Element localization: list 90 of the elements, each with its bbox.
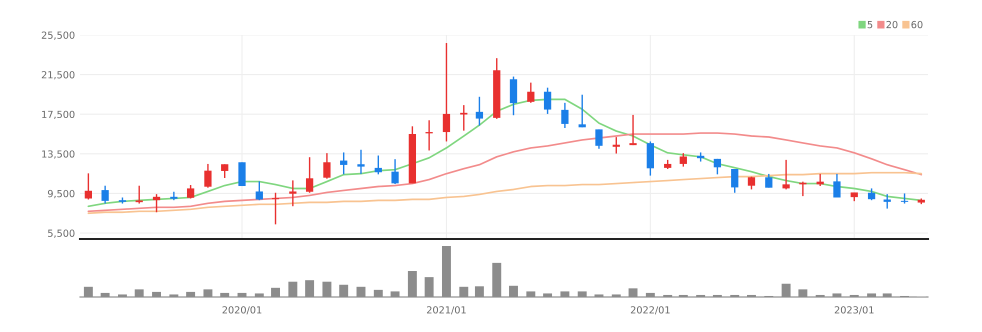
- candlestick: [782, 159, 790, 190]
- y-tick-label: 21,500: [42, 71, 74, 80]
- bar: [169, 294, 178, 297]
- candlestick: [527, 82, 534, 104]
- candlestick: [680, 152, 687, 168]
- bar: [459, 286, 468, 297]
- bar: [186, 292, 196, 297]
- legend-label: 60: [911, 20, 922, 28]
- candlestick: [186, 184, 194, 200]
- legend-label: 5: [868, 21, 872, 28]
- candlestick: [306, 156, 314, 194]
- x-tick-label: 2022/01: [630, 306, 670, 314]
- y-tick-label: 25,500: [42, 31, 74, 40]
- candlestick: [629, 114, 637, 146]
- x-tick-label: 2021/01: [426, 306, 466, 314]
- bar: [238, 292, 246, 297]
- bar: [578, 291, 587, 297]
- bar: [474, 286, 484, 297]
- candlestick: [426, 120, 433, 152]
- candlestick: [289, 180, 296, 207]
- bar: [203, 289, 212, 297]
- candlestick: [561, 102, 569, 129]
- candlestick: [391, 158, 399, 185]
- legend-label: 20: [886, 20, 898, 28]
- candlestick: [340, 152, 348, 176]
- candlestick: [221, 164, 228, 179]
- bar: [408, 271, 417, 297]
- bar: [543, 293, 552, 297]
- y-tick-label: 5,500: [48, 230, 74, 238]
- bar: [254, 293, 264, 297]
- bar: [305, 280, 314, 297]
- candlestick: [833, 173, 841, 198]
- candlestick: [664, 159, 672, 170]
- bar: [612, 294, 621, 297]
- bar: [288, 282, 298, 297]
- bar: [526, 291, 536, 297]
- candlestick: [323, 152, 331, 180]
- bar: [271, 288, 280, 297]
- x-tick-label: 2020/01: [222, 306, 262, 314]
- candlestick: [136, 185, 143, 204]
- bar: [322, 282, 332, 297]
- bar: [220, 292, 230, 297]
- bar: [628, 288, 638, 297]
- bar: [424, 277, 434, 297]
- candlestick: [765, 173, 772, 188]
- bar: [509, 286, 518, 297]
- candlestick: [748, 176, 756, 190]
- candlestick: [476, 96, 484, 126]
- candlestick: [256, 180, 263, 201]
- candlestick: [84, 172, 92, 200]
- candlestick: [102, 185, 109, 204]
- bar: [782, 284, 791, 297]
- candlestick: [816, 173, 824, 187]
- x-tick-label: 2023/01: [834, 306, 874, 314]
- candlestick: [374, 154, 382, 176]
- bar: [882, 293, 892, 297]
- bar: [100, 292, 110, 297]
- bar: [134, 289, 144, 297]
- candlestick: [204, 163, 212, 188]
- bar: [390, 291, 400, 297]
- y-tick-label: 17,500: [42, 110, 74, 120]
- candlestick: [595, 128, 603, 150]
- candlestick: [460, 104, 468, 132]
- bar: [84, 286, 93, 297]
- bar: [594, 294, 604, 297]
- bar: [646, 292, 655, 297]
- candlestick: [799, 180, 806, 197]
- candlestick: [884, 193, 891, 210]
- candlestick: [544, 86, 552, 115]
- y-tick-label: 9,500: [48, 190, 74, 198]
- bar: [152, 292, 161, 297]
- candlestick: [900, 192, 908, 204]
- candlestick: [612, 136, 620, 154]
- bar: [374, 290, 383, 297]
- candlestick: [714, 158, 722, 176]
- bar: [118, 294, 127, 297]
- bar: [356, 286, 366, 297]
- candlestick: [868, 188, 876, 201]
- bar: [798, 289, 808, 297]
- bar: [867, 293, 876, 297]
- bar: [442, 246, 451, 297]
- candlestick: [357, 149, 365, 175]
- candlestick: [578, 94, 586, 128]
- bar: [560, 291, 570, 297]
- bar: [832, 293, 842, 297]
- y-tick-label: 13,500: [42, 150, 74, 159]
- candlestick: [731, 168, 738, 194]
- bar: [339, 284, 348, 297]
- candlestick: [510, 76, 518, 116]
- bar: [492, 262, 502, 297]
